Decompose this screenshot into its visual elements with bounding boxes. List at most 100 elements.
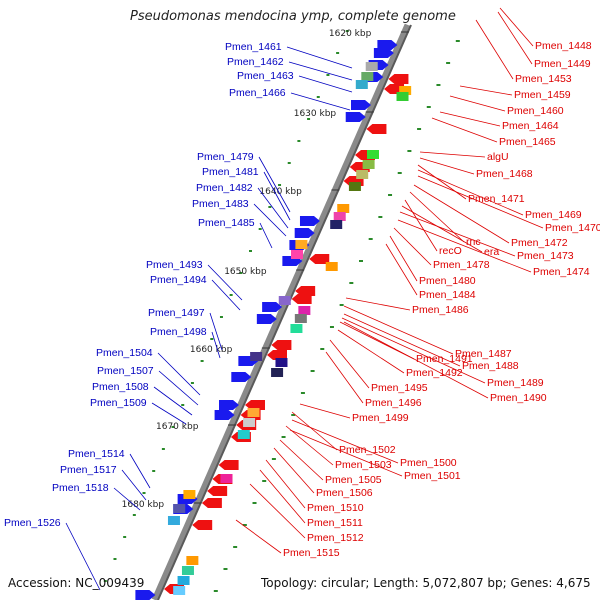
- tick-mark: [349, 282, 354, 284]
- left-gene-label: Pmen_1518: [52, 482, 109, 494]
- right-leader-line: [459, 85, 513, 96]
- tick-mark: [336, 52, 340, 54]
- ortholog-box: [167, 516, 180, 525]
- right-leader-line: [343, 313, 461, 367]
- right-gene-label: Pmen_1506: [316, 487, 373, 499]
- left-gene-label: Pmen_1517: [60, 464, 117, 476]
- tick-mark: [219, 316, 223, 318]
- left-leader-line: [209, 312, 223, 351]
- right-leader-line: [343, 305, 454, 355]
- left-gene-label: Pmen_1526: [4, 517, 61, 529]
- tick-mark: [291, 414, 296, 416]
- left-leader-line: [211, 279, 241, 311]
- right-leader-line: [413, 184, 510, 244]
- right-gene-label: Pmen_1472: [511, 237, 568, 249]
- left-gene-label: Pmen_1514: [68, 448, 125, 460]
- tick-mark: [242, 524, 247, 526]
- gene-arrow-plus: [366, 124, 387, 134]
- kbp-tick-label: 1670 kbp: [156, 422, 199, 432]
- right-leader-line: [273, 447, 315, 494]
- tick-mark: [417, 128, 422, 130]
- ortholog-box: [290, 324, 303, 333]
- right-gene-label: Pmen_1469: [525, 209, 582, 221]
- left-gene-label: Pmen_1497: [148, 307, 205, 319]
- ortholog-box: [243, 418, 256, 427]
- ortholog-box: [348, 182, 361, 191]
- right-gene-label: Pmen_1473: [517, 250, 574, 262]
- tick-mark: [316, 96, 320, 98]
- ortholog-box: [291, 250, 303, 259]
- left-gene-label: Pmen_1463: [237, 70, 294, 82]
- ortholog-box: [181, 566, 194, 575]
- tick-mark: [339, 304, 344, 306]
- tick-mark: [123, 536, 127, 538]
- ortholog-box: [362, 160, 375, 169]
- map-title: Pseudomonas mendocina ymp, complete geno…: [130, 9, 456, 24]
- tick-mark: [446, 62, 451, 64]
- right-gene-label: Pmen_1460: [507, 105, 564, 117]
- right-gene-label: Pmen_1465: [499, 136, 556, 148]
- tick-mark: [378, 216, 383, 218]
- kbp-tick-label: 1680 kbp: [122, 500, 165, 510]
- right-leader-line: [389, 235, 418, 282]
- right-leader-line: [393, 227, 432, 266]
- ortholog-box: [294, 314, 307, 323]
- right-leader-line: [497, 11, 533, 65]
- right-leader-line: [499, 7, 534, 47]
- right-gene-label: Pmen_1484: [419, 289, 476, 301]
- left-leader-line: [257, 187, 289, 229]
- right-gene-label: Pmen_1480: [419, 275, 476, 287]
- right-leader-line: [259, 469, 306, 524]
- right-gene-label: Pmen_1471: [468, 193, 525, 205]
- right-leader-line: [431, 117, 498, 143]
- left-gene-label: Pmen_1479: [197, 151, 254, 163]
- left-leader-line: [259, 222, 273, 249]
- ortholog-box: [237, 430, 250, 439]
- backbone-shadow: [157, 24, 412, 600]
- gene-arrow-plus: [267, 350, 287, 360]
- ortholog-box: [396, 92, 409, 101]
- right-gene-label: Pmen_1501: [404, 470, 461, 482]
- tick-mark: [223, 568, 228, 570]
- tick-mark: [287, 162, 291, 164]
- right-leader-line: [417, 164, 467, 200]
- gene-arrow-minus: [294, 228, 315, 238]
- right-gene-label: Pmen_1491: [416, 353, 473, 365]
- tick-mark: [213, 590, 218, 592]
- right-leader-line: [249, 483, 306, 539]
- right-leader-line: [401, 205, 483, 253]
- left-gene-label: Pmen_1462: [227, 56, 284, 68]
- right-gene-label: Pmen_1505: [325, 474, 382, 486]
- tick-mark: [190, 382, 194, 384]
- right-gene-label: Pmen_1495: [371, 382, 428, 394]
- right-gene-label: Pmen_1459: [514, 89, 571, 101]
- tick-mark: [103, 580, 107, 582]
- left-leader-line: [211, 331, 221, 359]
- gene-arrow-minus: [214, 410, 235, 420]
- left-leader-line: [258, 156, 291, 213]
- right-leader-line: [299, 403, 351, 419]
- kbp-tick-label: 1620 kbp: [329, 29, 372, 39]
- ortholog-box: [173, 504, 186, 513]
- gene-arrow-plus: [207, 486, 228, 496]
- gene-arrow-plus: [218, 460, 239, 470]
- tick-mark: [297, 140, 301, 142]
- left-leader-line: [121, 469, 147, 501]
- ortholog-box: [298, 306, 311, 315]
- tick-mark: [426, 106, 431, 108]
- right-leader-line: [419, 157, 475, 175]
- right-gene-label: algU: [487, 151, 509, 163]
- left-leader-line: [158, 370, 199, 406]
- right-leader-line: [397, 219, 532, 273]
- right-gene-label: Pmen_1490: [490, 392, 547, 404]
- right-leader-line: [291, 411, 338, 451]
- right-gene-label: Pmen_1453: [515, 73, 572, 85]
- right-gene-label: Pmen_1478: [433, 259, 490, 271]
- ortholog-box: [183, 490, 196, 499]
- left-leader-line: [253, 203, 287, 237]
- right-leader-line: [285, 425, 334, 466]
- left-leader-line: [153, 386, 193, 416]
- ortholog-box: [177, 576, 190, 585]
- tick-mark: [200, 360, 204, 362]
